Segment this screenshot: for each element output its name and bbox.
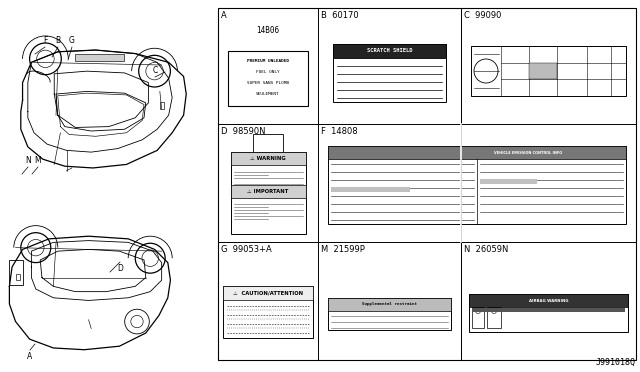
Text: N  26059N: N 26059N — [464, 245, 508, 254]
Bar — [529, 62, 557, 79]
Bar — [76, 54, 124, 61]
Bar — [328, 146, 626, 159]
Text: SCRATCH SHIELD: SCRATCH SHIELD — [367, 48, 412, 54]
Bar — [333, 44, 446, 58]
Text: A: A — [28, 352, 33, 361]
Bar — [471, 46, 626, 96]
Bar — [529, 62, 557, 79]
Bar — [480, 179, 537, 184]
Bar — [333, 44, 446, 102]
Bar — [328, 146, 626, 224]
Text: D: D — [117, 264, 123, 273]
Bar — [328, 298, 451, 330]
Text: F  14808: F 14808 — [321, 127, 358, 136]
Text: C  99090: C 99090 — [464, 11, 501, 20]
Text: B  60170: B 60170 — [321, 11, 358, 20]
Bar — [487, 307, 501, 328]
Text: SEULEMENT: SEULEMENT — [256, 92, 280, 96]
Bar — [472, 307, 484, 328]
Text: SUPER SANS PLOMB: SUPER SANS PLOMB — [247, 81, 289, 85]
Text: FUEL ONLY: FUEL ONLY — [256, 70, 280, 74]
Text: PREMIUM UNLEADED: PREMIUM UNLEADED — [247, 59, 289, 63]
Bar — [223, 286, 313, 300]
Text: AIRBAG WARNING: AIRBAG WARNING — [529, 298, 568, 302]
Text: ⚠ IMPORTANT: ⚠ IMPORTANT — [248, 189, 289, 194]
Text: N: N — [25, 156, 31, 165]
Bar — [469, 294, 628, 307]
Text: M: M — [35, 156, 42, 165]
Text: VEHICLE EMISSION CONTROL INFO: VEHICLE EMISSION CONTROL INFO — [493, 151, 562, 154]
Text: A: A — [221, 11, 227, 20]
Text: C: C — [152, 66, 157, 75]
Text: ⚠ WARNING: ⚠ WARNING — [250, 156, 286, 161]
Bar — [15, 274, 20, 280]
Text: M  21599P: M 21599P — [321, 245, 365, 254]
Bar — [10, 260, 22, 285]
Bar — [253, 134, 283, 152]
Text: Supplemental restraint: Supplemental restraint — [362, 302, 417, 307]
Bar — [230, 152, 305, 165]
Bar — [160, 102, 164, 109]
Bar — [228, 51, 308, 106]
Text: G: G — [69, 36, 75, 45]
Bar — [218, 8, 636, 360]
Bar — [328, 298, 451, 311]
Bar — [230, 185, 305, 198]
Text: 14B06: 14B06 — [257, 26, 280, 35]
Text: ⚠  CAUTION/ATTENTION: ⚠ CAUTION/ATTENTION — [233, 291, 303, 295]
Text: J991018Q: J991018Q — [596, 358, 636, 367]
Bar — [223, 286, 313, 338]
Text: F: F — [43, 36, 47, 45]
Text: D  98590N: D 98590N — [221, 127, 266, 136]
Text: B: B — [56, 36, 61, 45]
Bar — [230, 152, 305, 234]
Bar — [331, 187, 410, 192]
Text: G  99053+A: G 99053+A — [221, 245, 272, 254]
Bar — [472, 308, 625, 312]
Bar — [469, 294, 628, 332]
